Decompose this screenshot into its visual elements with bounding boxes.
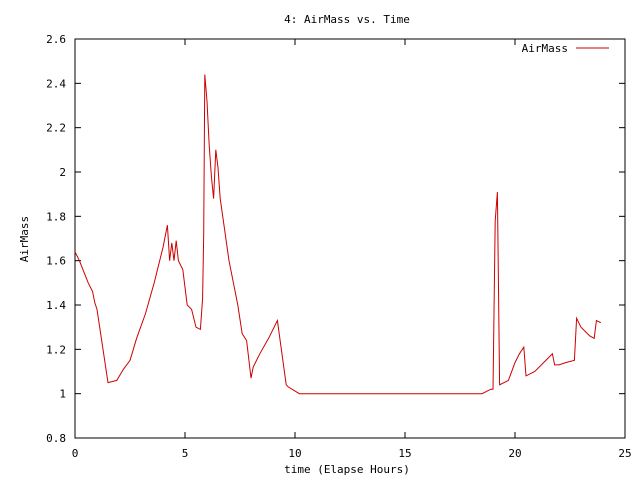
y-tick-label: 2.6 <box>46 33 66 46</box>
y-axis-label: AirMass <box>18 216 31 262</box>
airmass-series-line <box>74 74 602 395</box>
y-tick-label: 0.8 <box>46 432 66 445</box>
plot-frame <box>74 38 626 439</box>
chart-title: 4: AirMass vs. Time <box>284 13 410 26</box>
y-tick-label: 1.4 <box>46 299 66 312</box>
y-tick-label: 1 <box>59 388 66 401</box>
y-axis-ticks: 0.8 1 1.2 1.4 1.6 1.8 2 2.2 2.4 2.6 <box>46 33 625 445</box>
series-group <box>74 74 602 395</box>
y-tick-label: 2.2 <box>46 122 66 135</box>
x-axis-label: time (Elapse Hours) <box>284 463 410 476</box>
x-axis-ticks: 0 5 10 15 20 25 <box>72 39 632 460</box>
y-tick-label: 1.2 <box>46 343 66 356</box>
x-tick-label: 5 <box>182 447 189 460</box>
y-tick-label: 1.6 <box>46 255 66 268</box>
x-tick-label: 20 <box>508 447 521 460</box>
y-tick-label: 1.8 <box>46 210 66 223</box>
x-tick-label: 25 <box>618 447 631 460</box>
x-tick-label: 0 <box>72 447 79 460</box>
legend-label: AirMass <box>522 42 568 55</box>
y-tick-label: 2 <box>59 166 66 179</box>
y-tick-label: 2.4 <box>46 77 66 90</box>
legend: AirMass <box>522 42 609 55</box>
x-tick-label: 10 <box>288 447 301 460</box>
x-tick-label: 15 <box>398 447 411 460</box>
